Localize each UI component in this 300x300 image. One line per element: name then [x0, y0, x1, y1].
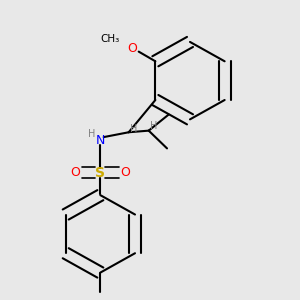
- Text: N: N: [96, 134, 105, 147]
- Text: S: S: [95, 166, 105, 180]
- Text: O: O: [120, 166, 130, 179]
- Text: H: H: [88, 129, 96, 139]
- Text: O: O: [70, 166, 80, 179]
- Text: CH₃: CH₃: [101, 34, 120, 44]
- Text: H: H: [150, 121, 158, 131]
- Text: O: O: [127, 42, 137, 55]
- Text: H: H: [130, 124, 137, 134]
